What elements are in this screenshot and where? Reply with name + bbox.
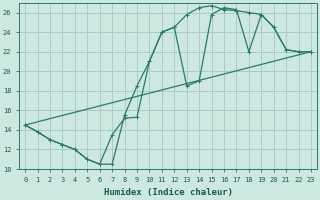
X-axis label: Humidex (Indice chaleur): Humidex (Indice chaleur) <box>104 188 233 197</box>
